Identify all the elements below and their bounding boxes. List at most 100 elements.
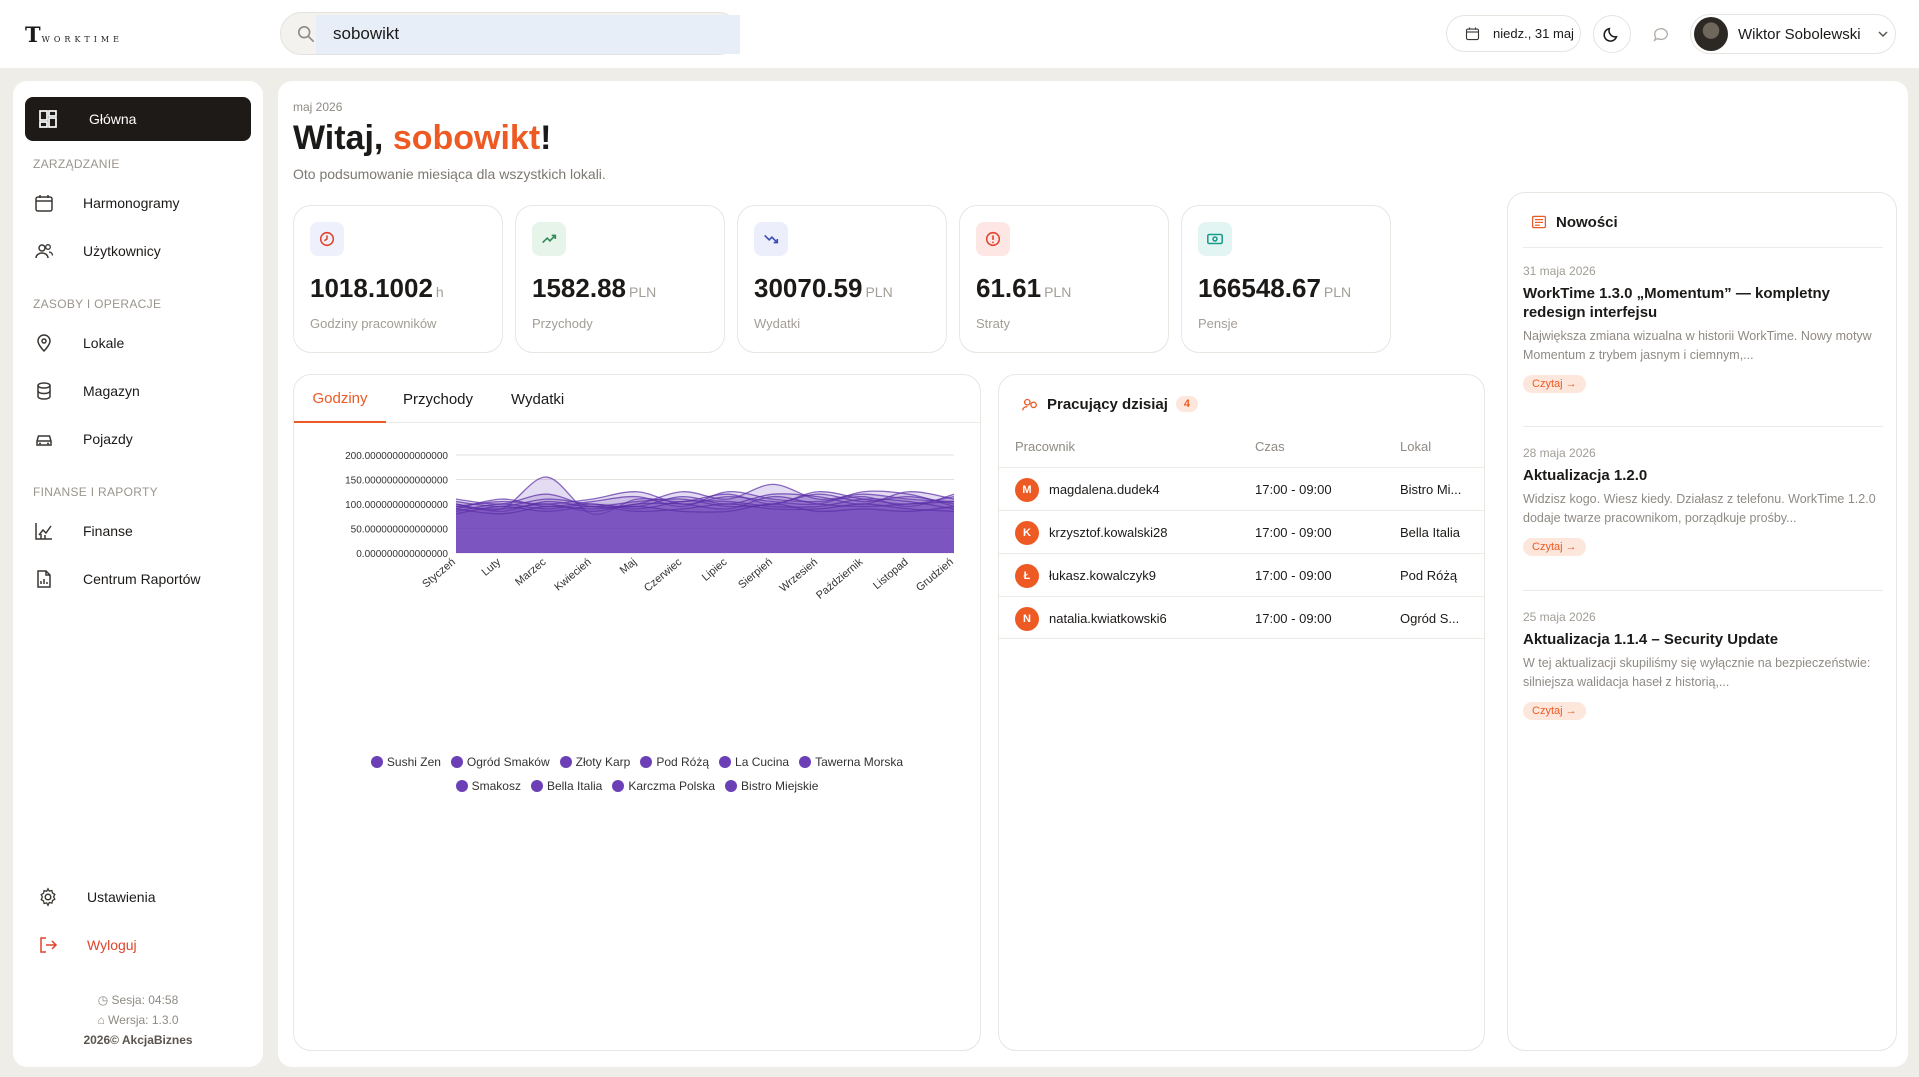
chat-button[interactable]: [1642, 15, 1680, 53]
legend-swatch: [719, 756, 732, 768]
legend-item[interactable]: Pod Różą: [640, 755, 709, 769]
legend-item[interactable]: Tawerna Morska: [799, 755, 903, 769]
logout-button[interactable]: Wyloguj: [37, 930, 257, 960]
sidebar-item-reports[interactable]: Centrum Raportów: [33, 564, 253, 594]
legend-label: Smakosz: [471, 779, 521, 793]
stat-value: 1582.88 PLN: [532, 273, 657, 303]
legend-label: Bistro Miejskie: [741, 779, 819, 793]
legend-item[interactable]: Karczma Polska: [612, 779, 715, 793]
sidebar-item-finance[interactable]: Finanse: [33, 516, 253, 546]
chart-line-icon: [33, 520, 55, 542]
tab-income[interactable]: Przychody: [403, 390, 474, 408]
legend-swatch: [612, 780, 625, 792]
legend-swatch: [450, 756, 463, 768]
news-item[interactable]: 31 maja 2026 WorkTime 1.3.0 „Momentum” —…: [1523, 264, 1883, 393]
user-name: Wiktor Sobolewski: [1738, 25, 1861, 43]
sidebar-item-vehicles[interactable]: Pojazdy: [33, 424, 253, 454]
table-row[interactable]: Ł łukasz.kowalczyk9 17:00 - 09:00 Pod Ró…: [999, 553, 1484, 596]
news-item-desc: W tej aktualizacji skupiliśmy się wyłącz…: [1523, 656, 1871, 689]
theme-toggle-button[interactable]: [1593, 15, 1631, 53]
sidebar-item-label: Główna: [89, 111, 137, 127]
app-logo[interactable]: T WORKTIME: [25, 22, 123, 47]
x-tick-label: Grudzień: [914, 556, 956, 594]
series-line-7: [455, 495, 955, 513]
location-name: Ogród S...: [1400, 611, 1460, 626]
read-button[interactable]: Czytaj →: [1523, 538, 1586, 556]
news-card: Nowości 31 maja 2026 WorkTime 1.3.0 „Mom…: [1507, 192, 1897, 1051]
stat-card-hours[interactable]: 1018.1002 h Godziny pracowników: [293, 205, 503, 353]
table-row[interactable]: N natalia.kwiatkowski6 17:00 - 09:00 Ogr…: [999, 596, 1484, 639]
stat-card-expenses[interactable]: 30070.59 PLN Wydatki: [737, 205, 947, 353]
x-tick-label: Kwiecień: [552, 556, 593, 593]
table-row[interactable]: K krzysztof.kowalski28 17:00 - 09:00 Bel…: [999, 510, 1484, 553]
employee-avatar: M: [1015, 478, 1039, 502]
chat-icon: [1650, 23, 1672, 45]
chart-tabs: Godziny Przychody Wydatki: [294, 375, 980, 423]
series-area-9: [456, 504, 954, 553]
legend-item[interactable]: Złoty Karp: [559, 755, 631, 769]
sidebar-item-schedules[interactable]: Harmonogramy: [33, 188, 253, 218]
table-row[interactable]: M magdalena.dudek4 17:00 - 09:00 Bistro …: [999, 467, 1484, 510]
logo-letter: T: [25, 22, 41, 47]
date-button[interactable]: niedz., 31 maj: [1446, 15, 1581, 52]
stat-card-income[interactable]: 1582.88 PLN Przychody: [515, 205, 725, 353]
series-line-8: [455, 503, 955, 515]
tab-hours[interactable]: Godziny: [294, 375, 386, 423]
legend-item[interactable]: La Cucina: [719, 755, 789, 769]
main-content: maj 2026 Witaj, sobowikt! Oto podsumowan…: [278, 81, 1908, 1067]
search-icon: [295, 23, 317, 45]
legend-item[interactable]: Bella Italia: [530, 779, 602, 793]
x-tick-label: Maj: [618, 556, 639, 577]
employee-avatar: K: [1015, 521, 1039, 545]
stat-label: Straty: [976, 316, 1010, 331]
employee-name: magdalena.dudek4: [1049, 482, 1160, 497]
location-name: Pod Różą: [1400, 568, 1458, 583]
news-item[interactable]: 28 maja 2026 Aktualizacja 1.2.0 Widzisz …: [1523, 446, 1883, 556]
read-button[interactable]: Czytaj →: [1523, 702, 1586, 720]
employee-name: łukasz.kowalczyk9: [1049, 568, 1156, 583]
y-tick-label: 0.000000000000000: [356, 549, 448, 560]
chart-legend-row: Sushi Zen Ogród Smaków Złoty Karp Pod Różą L…: [294, 755, 980, 769]
working-today-header: Pracujący dzisiaj 4: [1019, 393, 1199, 415]
legend-label: Pod Różą: [656, 755, 710, 769]
divider: [1523, 426, 1883, 427]
sidebar-item-users[interactable]: Użytkownicy: [33, 236, 253, 266]
logout-icon: [37, 934, 59, 956]
stat-label: Wydatki: [754, 316, 801, 331]
period-label: maj 2026: [293, 100, 343, 114]
legend-label: Złoty Karp: [575, 755, 631, 769]
users-icon: [33, 240, 55, 262]
stat-card-losses[interactable]: 61.61 PLN Straty: [959, 205, 1169, 353]
sidebar-item-warehouse[interactable]: Magazyn: [33, 376, 253, 406]
series-line-1: [455, 483, 955, 508]
user-menu[interactable]: Wiktor Sobolewski: [1690, 14, 1896, 54]
sidebar-item-home[interactable]: Główna: [25, 97, 251, 141]
sidebar-item-settings[interactable]: Ustawienia: [37, 882, 257, 912]
tab-expenses[interactable]: Wydatki: [511, 390, 565, 408]
legend-item[interactable]: Bistro Miejskie: [725, 779, 818, 793]
stat-card-salaries[interactable]: 166548.67 PLN Pensje: [1181, 205, 1391, 353]
divider: [1523, 247, 1883, 248]
people-icon: [1019, 393, 1041, 415]
read-button[interactable]: Czytaj →: [1523, 375, 1586, 393]
tag-icon: ⌂: [97, 1013, 105, 1027]
legend-swatch: [530, 780, 543, 792]
page-title: Witaj, sobowikt!: [293, 119, 551, 158]
shift-time: 17:00 - 09:00: [1255, 611, 1332, 626]
news-item[interactable]: 25 maja 2026 Aktualizacja 1.1.4 – Securi…: [1523, 610, 1883, 720]
legend-swatch: [640, 756, 653, 768]
legend-item[interactable]: Ogród Smaków: [450, 755, 550, 769]
sidebar-item-label: Ustawienia: [87, 889, 156, 905]
chart-card: Godziny Przychody Wydatki 0.000000000000…: [293, 374, 981, 1051]
employee-avatar: N: [1015, 607, 1039, 631]
news-date: 28 maja 2026: [1523, 446, 1596, 460]
session-info: ◷ Sesja: 04:58: [13, 993, 263, 1007]
x-tick-label: Lipiec: [700, 556, 730, 584]
location-name: Bistro Mi...: [1400, 482, 1462, 497]
legend-item[interactable]: Sushi Zen: [370, 755, 441, 769]
trend-down-icon: [754, 222, 788, 256]
legend-label: Ogród Smaków: [466, 755, 550, 769]
sidebar-item-locations[interactable]: Lokale: [33, 328, 253, 358]
search-input[interactable]: sobowikt: [280, 12, 740, 55]
legend-item[interactable]: Smakosz: [455, 779, 521, 793]
